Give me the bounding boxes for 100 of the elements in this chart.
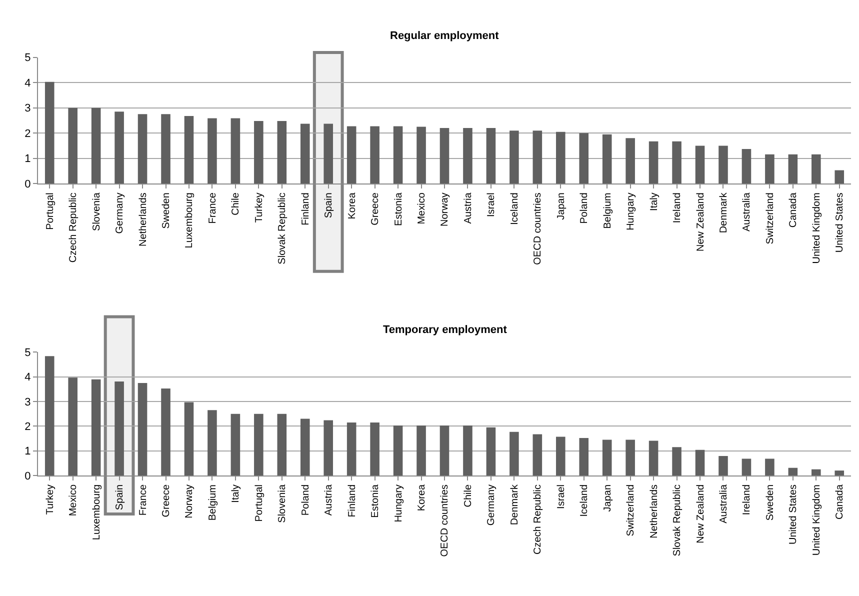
x-tick-label: Finland bbox=[300, 192, 312, 226]
x-tick-label: Korea bbox=[346, 192, 358, 220]
bar bbox=[346, 422, 356, 476]
bar bbox=[208, 410, 217, 476]
x-tick-label: Turkey bbox=[254, 192, 265, 223]
y-tick-label: 2 bbox=[24, 421, 31, 434]
bar bbox=[300, 124, 310, 184]
bar bbox=[324, 420, 333, 476]
chart-title: Temporary employment bbox=[383, 324, 508, 336]
y-tick-label: 5 bbox=[24, 347, 31, 360]
x-tick-label: Italy bbox=[230, 484, 242, 503]
bar bbox=[486, 128, 496, 184]
bar bbox=[579, 133, 589, 184]
x-tick-label: Slovak Republic bbox=[672, 484, 684, 556]
bar bbox=[68, 108, 78, 184]
x-tick-label: Sweden bbox=[161, 192, 172, 229]
x-tick-label: Japan bbox=[602, 484, 614, 512]
bar bbox=[346, 126, 356, 184]
bar bbox=[834, 470, 844, 476]
bar bbox=[602, 440, 612, 476]
x-tick-label: Israel bbox=[556, 484, 567, 509]
bar bbox=[393, 126, 403, 184]
bar bbox=[626, 138, 635, 184]
bar bbox=[393, 425, 403, 476]
x-tick-label: Finland bbox=[346, 484, 358, 518]
bar bbox=[370, 422, 380, 476]
bar bbox=[230, 118, 240, 184]
x-tick-label: Norway bbox=[440, 192, 451, 227]
bar bbox=[742, 149, 752, 184]
bar bbox=[510, 130, 519, 184]
x-tick-label: Greece bbox=[370, 192, 382, 226]
bar bbox=[812, 154, 821, 184]
x-tick-label: Estonia bbox=[393, 192, 404, 226]
x-tick-label: Poland bbox=[300, 484, 312, 516]
bar bbox=[812, 469, 821, 476]
bar bbox=[254, 414, 264, 476]
bar bbox=[416, 126, 426, 184]
x-tick-label: Slovak Republic bbox=[277, 192, 288, 264]
x-tick-label: Australia bbox=[718, 484, 730, 524]
bar bbox=[114, 382, 124, 476]
x-tick-label: Switzerland bbox=[764, 192, 776, 244]
x-tick-label: Netherlands bbox=[138, 192, 149, 247]
x-tick-label: Japan bbox=[556, 192, 567, 220]
bar bbox=[300, 418, 310, 476]
bar bbox=[510, 432, 519, 476]
x-tick-label: France bbox=[207, 192, 218, 224]
x-tick-label: Canada bbox=[834, 484, 846, 520]
x-tick-label: Norway bbox=[184, 484, 196, 518]
bar bbox=[556, 132, 566, 184]
bar bbox=[602, 134, 612, 184]
y-tick-label: 2 bbox=[24, 128, 31, 140]
bar bbox=[161, 114, 170, 184]
x-tick-label: Denmark bbox=[718, 192, 730, 234]
bar bbox=[440, 128, 450, 184]
x-tick-label: Korea bbox=[416, 484, 428, 512]
x-tick-label: New Zealand bbox=[695, 484, 706, 544]
x-tick-label: United Kingdom bbox=[811, 484, 822, 556]
x-tick-label: Estonia bbox=[370, 484, 382, 518]
bar bbox=[695, 450, 705, 476]
bar bbox=[672, 447, 682, 476]
x-tick-label: Portugal bbox=[254, 484, 265, 522]
bar bbox=[370, 126, 380, 184]
y-tick-label: 0 bbox=[24, 470, 31, 482]
bar bbox=[788, 468, 798, 476]
bar bbox=[114, 112, 124, 184]
x-tick-label: Czech Republic bbox=[532, 484, 544, 555]
x-tick-label: Iceland bbox=[509, 192, 520, 225]
bar bbox=[765, 154, 774, 184]
x-tick-label: Canada bbox=[788, 192, 800, 228]
bar bbox=[68, 378, 78, 476]
bar bbox=[648, 440, 658, 476]
x-tick-label: Germany bbox=[486, 484, 498, 526]
bar bbox=[834, 170, 844, 184]
x-tick-label: Chile bbox=[462, 484, 474, 508]
bar bbox=[765, 458, 774, 476]
bar bbox=[742, 458, 752, 476]
x-tick-label: Switzerland bbox=[626, 484, 637, 536]
chart-title: Regular employment bbox=[390, 30, 500, 42]
x-tick-label: Iceland bbox=[579, 484, 590, 517]
x-tick-label: Poland bbox=[579, 192, 590, 224]
x-tick-label: Luxembourg bbox=[184, 192, 196, 248]
x-tick-label: Ireland bbox=[672, 192, 684, 224]
x-tick-label: OECD countries bbox=[440, 484, 451, 557]
y-tick-label: 0 bbox=[24, 178, 31, 190]
x-tick-label: Denmark bbox=[509, 484, 520, 526]
bar bbox=[138, 383, 148, 476]
x-tick-label: Greece bbox=[161, 484, 172, 518]
bar bbox=[91, 379, 101, 476]
bar bbox=[463, 425, 472, 476]
y-tick-label: 1 bbox=[24, 153, 31, 166]
x-tick-label: Austria bbox=[324, 484, 335, 516]
x-tick-label: Chile bbox=[230, 192, 242, 216]
x-tick-label: Mexico bbox=[416, 192, 428, 224]
bar bbox=[208, 118, 217, 184]
bar bbox=[788, 154, 798, 184]
bar bbox=[556, 436, 566, 476]
x-tick-label: Israel bbox=[486, 192, 498, 218]
x-tick-label: Mexico bbox=[68, 484, 80, 516]
x-tick-label: Italy bbox=[648, 192, 660, 211]
bar bbox=[579, 438, 589, 476]
